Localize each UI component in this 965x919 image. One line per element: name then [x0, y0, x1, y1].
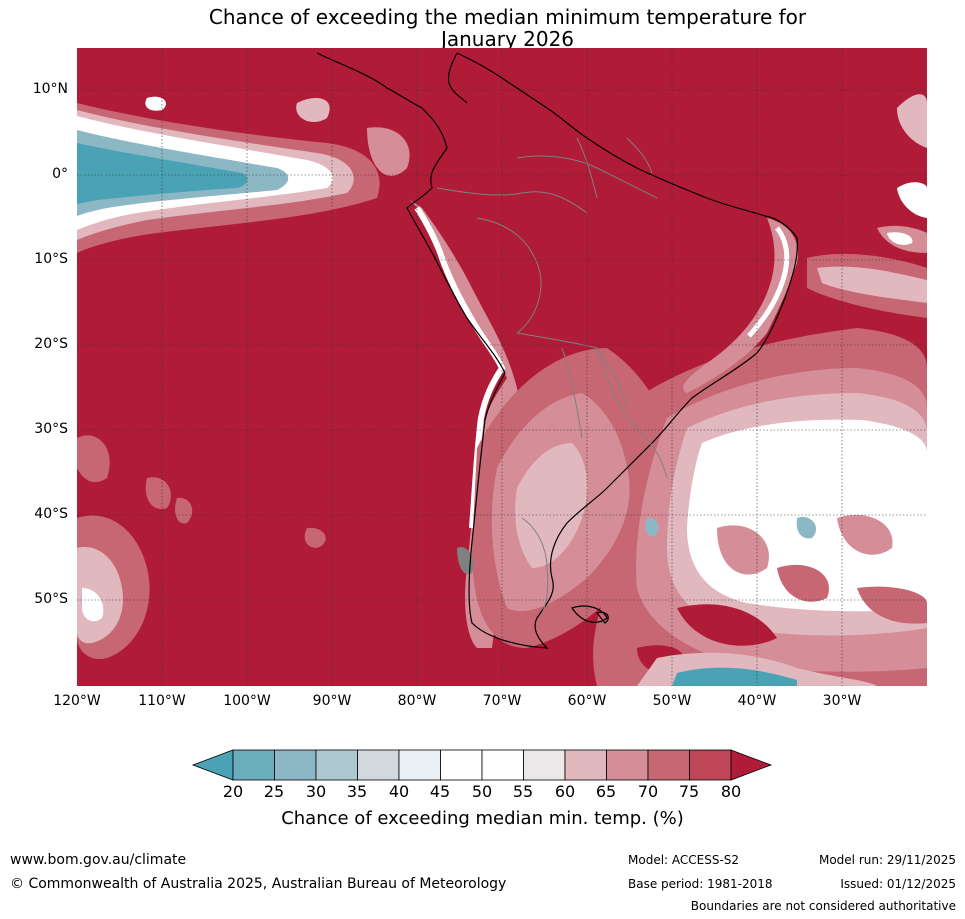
- colorbar-segment: [564, 749, 607, 781]
- colorbar-tick-55: 55: [512, 782, 534, 801]
- equatorial-pacific-anomaly: [77, 96, 410, 253]
- country-borders: [436, 137, 668, 614]
- lon-label-110w: 110°W: [138, 693, 186, 709]
- map-title-line2: January 2026: [440, 27, 575, 51]
- colorbar-label: Chance of exceeding median min. temp. (%…: [281, 808, 684, 829]
- forecast-map: [77, 48, 927, 686]
- lat-label-0: 0°: [52, 166, 68, 182]
- colorbar-tick-45: 45: [429, 782, 451, 801]
- colorbar-tick-35: 35: [346, 782, 368, 801]
- colorbar-extend-high: [730, 749, 773, 781]
- model-name: Model: ACCESS-S2: [628, 853, 740, 867]
- lon-label-70w: 70°W: [482, 693, 522, 709]
- patagonia-anomaly: [457, 348, 676, 648]
- colorbar-tick-70: 70: [637, 782, 659, 801]
- lon-label-80w: 80°W: [397, 693, 437, 709]
- north-atlantic-patches: [897, 94, 927, 218]
- lon-label-90w: 90°W: [312, 693, 352, 709]
- lon-label-120w: 120°W: [53, 693, 101, 709]
- colorbar-tick-75: 75: [678, 782, 700, 801]
- lat-label-20s: 20°S: [34, 336, 68, 352]
- brazil-coast-strip: [683, 218, 927, 393]
- colorbar-segment: [523, 749, 566, 781]
- colorbar-segment: [647, 749, 690, 781]
- colorbar-tick-20: 20: [222, 782, 244, 801]
- copyright-notice: © Commonwealth of Australia 2025, Austra…: [10, 876, 507, 892]
- lat-label-30s: 30°S: [34, 421, 68, 437]
- colorbar-tick-50: 50: [471, 782, 493, 801]
- issued-date: Issued: 01/12/2025: [840, 877, 956, 891]
- colorbar-segment: [315, 749, 358, 781]
- model-run-date: Model run: 29/11/2025: [818, 853, 956, 867]
- colorbar-extend-low: [191, 749, 234, 781]
- west-pacific-patches: [77, 435, 326, 659]
- colorbar-segment: [606, 749, 649, 781]
- lat-label-10s: 10°S: [34, 251, 68, 267]
- colorbar-segment: [440, 749, 483, 781]
- colorbar-tick-80: 80: [720, 782, 742, 801]
- lon-label-40w: 40°W: [737, 693, 777, 709]
- colorbar-tick-30: 30: [305, 782, 327, 801]
- colorbar: [191, 749, 773, 781]
- map-title-line1: Chance of exceeding the median minimum t…: [208, 5, 807, 29]
- colorbar-segment: [274, 749, 317, 781]
- coastlines: [316, 52, 798, 649]
- gridlines: [77, 48, 927, 686]
- colorbar-segment: [398, 749, 441, 781]
- lat-label-40s: 40°S: [34, 506, 68, 522]
- lon-label-60w: 60°W: [567, 693, 607, 709]
- lon-label-50w: 50°W: [652, 693, 692, 709]
- colorbar-segment: [689, 749, 732, 781]
- colorbar-segment: [481, 749, 524, 781]
- website-link[interactable]: www.bom.gov.au/climate: [10, 852, 187, 868]
- colorbar-tick-65: 65: [595, 782, 617, 801]
- base-period: Base period: 1981-2018: [628, 877, 773, 891]
- colorbar-segment: [357, 749, 400, 781]
- lon-label-100w: 100°W: [223, 693, 271, 709]
- colorbar-tick-60: 60: [554, 782, 576, 801]
- lat-label-50s: 50°S: [34, 591, 68, 607]
- lon-label-30w: 30°W: [822, 693, 862, 709]
- boundary-disclaimer: Boundaries are not considered authoritat…: [690, 899, 956, 913]
- colorbar-tick-25: 25: [263, 782, 285, 801]
- colorbar-segment: [232, 749, 275, 781]
- south-atlantic-anomaly: [593, 328, 927, 686]
- lat-label-10n: 10°N: [32, 81, 68, 97]
- colorbar-tick-40: 40: [388, 782, 410, 801]
